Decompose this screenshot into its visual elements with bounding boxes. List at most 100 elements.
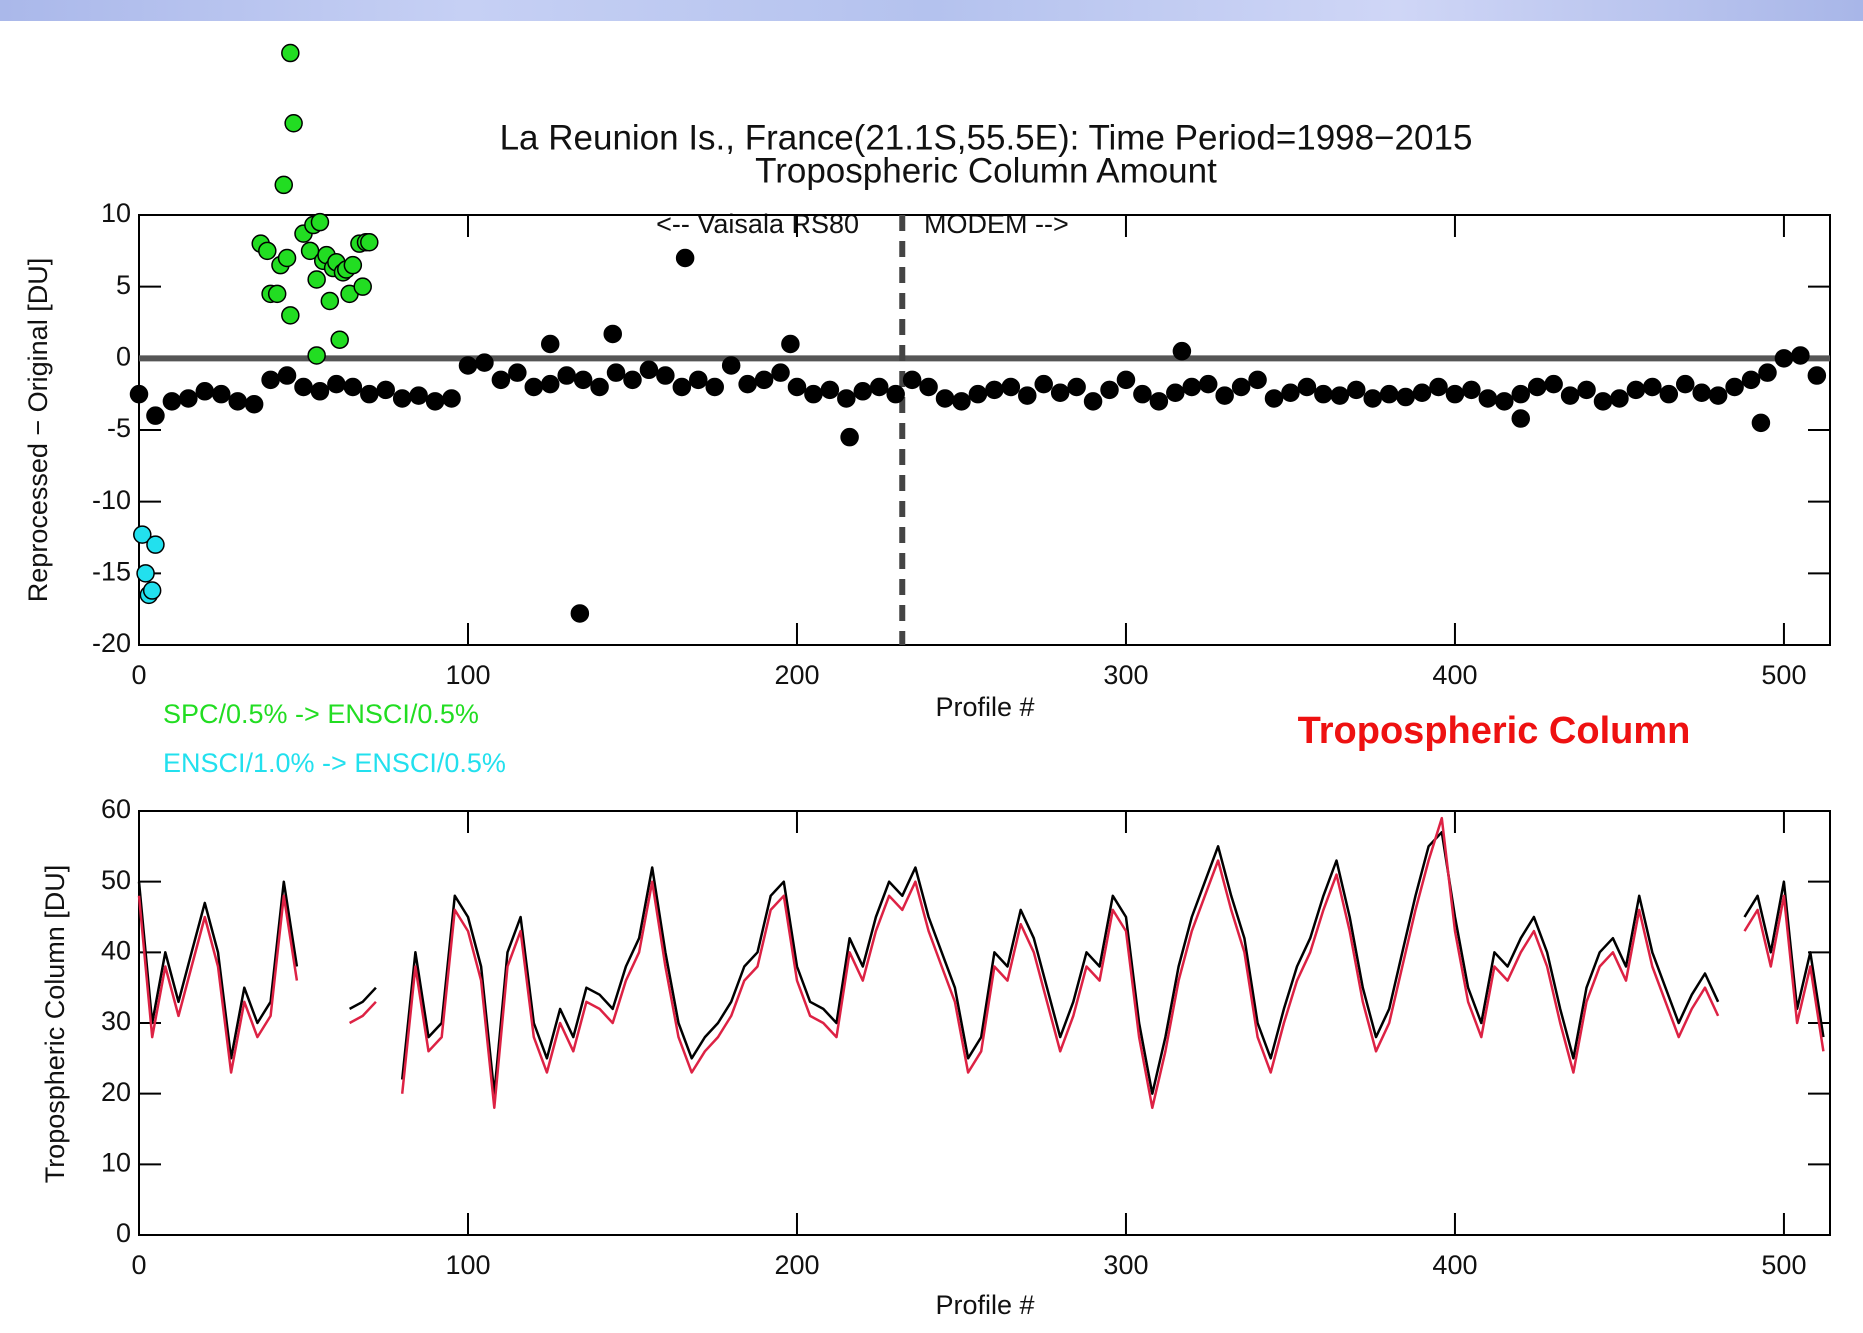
point — [1708, 386, 1728, 405]
point — [310, 212, 330, 232]
y-tick-label: 10 — [101, 1147, 131, 1177]
point — [228, 392, 247, 411]
point — [606, 363, 626, 382]
point — [1231, 377, 1251, 397]
point — [320, 291, 340, 311]
point — [195, 382, 215, 401]
point — [343, 255, 363, 275]
point — [392, 389, 412, 408]
point — [869, 377, 889, 397]
x-tick-label: 500 — [1761, 660, 1806, 690]
point — [1527, 377, 1547, 397]
y-axis-label: Tropospheric Column [DU] — [40, 865, 70, 1184]
y-tick-label: -10 — [92, 485, 131, 515]
line-series — [137, 830, 1825, 1095]
point — [1791, 346, 1810, 365]
point — [1182, 377, 1202, 397]
x-tick-label: 400 — [1432, 1250, 1477, 1280]
point — [919, 377, 938, 397]
point — [689, 370, 708, 390]
point — [1067, 377, 1086, 397]
point — [738, 374, 757, 394]
x-tick-label: 200 — [774, 1250, 819, 1280]
point — [1643, 377, 1662, 397]
legend-label: SPC/0.5% -> ENSCI/0.5% — [163, 699, 479, 729]
point — [672, 377, 692, 397]
annotation: <-- Vaisala RS80 — [656, 209, 859, 239]
point — [1050, 383, 1070, 402]
point — [524, 377, 544, 397]
point — [840, 427, 859, 447]
point — [244, 394, 264, 414]
point — [1264, 389, 1284, 408]
point — [1626, 380, 1646, 400]
y-tick-label: 10 — [101, 198, 131, 228]
point — [310, 382, 330, 401]
point — [330, 330, 349, 349]
point — [284, 114, 303, 133]
x-tick-label: 200 — [774, 660, 819, 690]
point — [442, 389, 461, 408]
point — [1412, 383, 1432, 402]
x-axis-label: Profile # — [935, 1290, 1034, 1320]
y-tick-label: 20 — [101, 1077, 131, 1107]
point — [853, 382, 873, 401]
point — [1172, 341, 1192, 361]
point — [1577, 380, 1596, 400]
point — [129, 384, 149, 404]
y-tick-label: 60 — [101, 794, 131, 824]
y-tick-label: -20 — [92, 628, 131, 658]
point — [1198, 374, 1218, 394]
point — [1445, 384, 1465, 404]
point — [133, 525, 152, 544]
point — [1593, 392, 1613, 411]
y-axis-label: Reprocessed − Original [DU] — [23, 258, 53, 602]
point — [458, 356, 478, 375]
point — [1379, 384, 1399, 404]
point — [1248, 370, 1267, 390]
point — [1511, 384, 1531, 404]
point — [1758, 363, 1777, 382]
point — [1659, 384, 1679, 404]
y-tick-label: 50 — [101, 865, 131, 895]
point — [1610, 389, 1629, 408]
chart-title: La Reunion Is., France(21.1S,55.5E): Tim… — [500, 118, 1473, 157]
point — [935, 389, 955, 408]
point — [1429, 377, 1448, 397]
point — [1018, 386, 1037, 405]
x-tick-label: 300 — [1103, 660, 1148, 690]
x-tick-label: 300 — [1103, 1250, 1148, 1280]
annotation: MODEM --> — [924, 209, 1069, 239]
point — [771, 363, 790, 382]
point — [1116, 370, 1136, 390]
point — [274, 175, 294, 195]
point — [1215, 386, 1234, 405]
point — [754, 370, 774, 390]
point — [781, 334, 800, 354]
point — [281, 43, 300, 63]
point — [1330, 386, 1350, 405]
point — [1133, 384, 1152, 404]
point — [1314, 384, 1333, 404]
point — [343, 377, 363, 397]
point — [142, 581, 162, 600]
point — [804, 384, 823, 404]
point — [656, 366, 675, 385]
point — [968, 384, 988, 404]
point — [360, 232, 379, 252]
point — [1083, 392, 1103, 411]
point — [837, 389, 856, 408]
point — [294, 377, 313, 397]
point — [1462, 380, 1481, 400]
point — [136, 564, 155, 583]
point — [146, 535, 165, 554]
point — [886, 384, 905, 404]
chart-subtitle: Tropospheric Column Amount — [755, 151, 1217, 190]
x-tick-label: 0 — [131, 660, 146, 690]
point — [1100, 380, 1119, 400]
point — [540, 334, 560, 354]
legend-label: ENSCI/1.0% -> ENSCI/0.5% — [163, 748, 506, 778]
point — [277, 248, 297, 268]
point — [475, 353, 494, 372]
